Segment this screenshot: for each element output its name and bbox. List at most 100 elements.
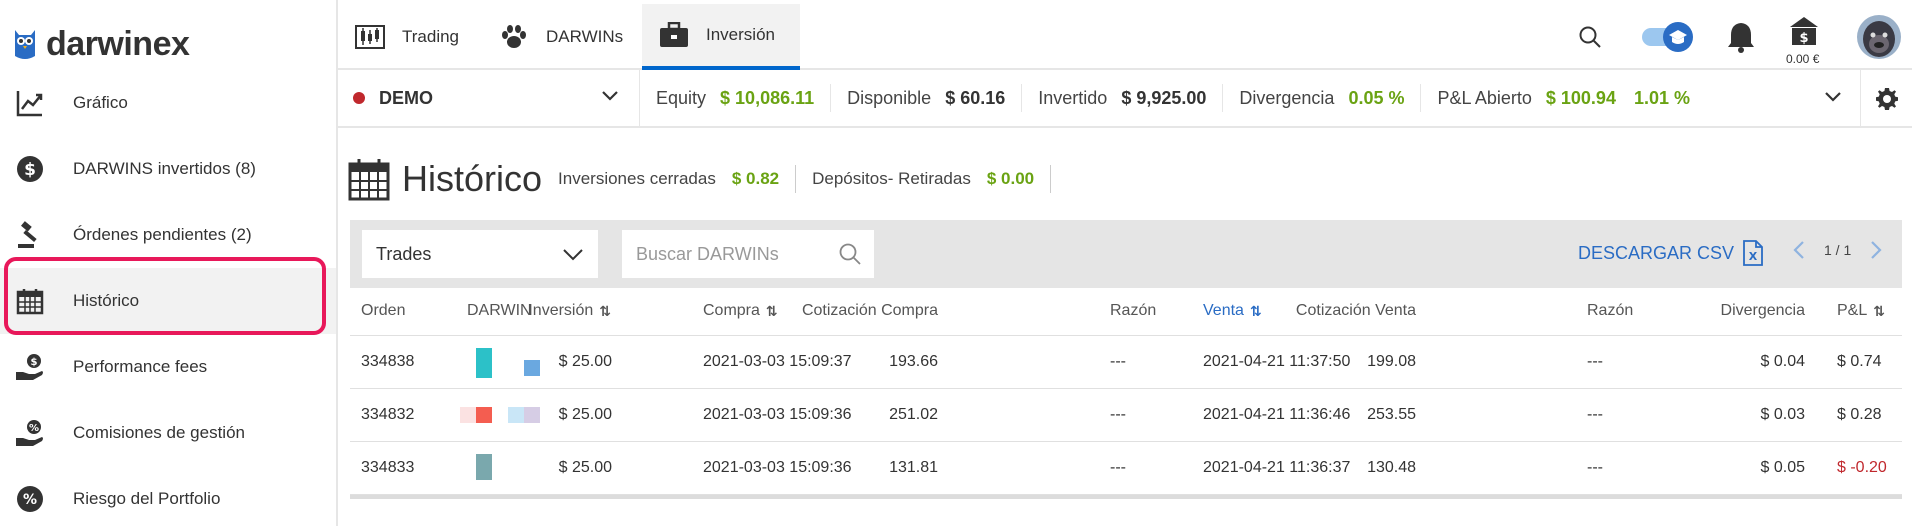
cell-cotizacion-venta: 199.08 xyxy=(1367,353,1416,370)
filter-bar: Trades DESCARGAR CSV X 1 / 1 xyxy=(350,220,1902,288)
cell-divergencia: $ 0.05 xyxy=(1760,459,1805,476)
col-darwin: DARWIN xyxy=(467,302,532,319)
sidebar-item-comisiones[interactable]: % Comisiones de gestión xyxy=(0,400,336,466)
cell-pl: $ -0.20 xyxy=(1837,459,1887,476)
avatar-gorilla-icon xyxy=(1857,15,1901,59)
svg-text:%: % xyxy=(23,492,37,508)
sidebar-item-label: DARWINS invertidos (8) xyxy=(73,159,256,178)
account-bar: DEMO Equity $ 10,086.11 Disponible $ 60.… xyxy=(338,69,1912,128)
cell-razon: --- xyxy=(1110,353,1126,370)
cell-cotizacion-compra: 131.81 xyxy=(889,459,938,476)
sidebar-item-label: Comisiones de gestión xyxy=(73,423,245,442)
sidebar-item-ordenes-pendientes[interactable]: Órdenes pendientes (2) xyxy=(0,202,336,268)
sidebar-item-darwins-invertidos[interactable]: $ DARWINS invertidos (8) xyxy=(0,136,336,202)
col-pl[interactable]: P&L ⇅ xyxy=(1837,302,1885,319)
cell-compra: 2021-03-03 15:09:36 xyxy=(703,406,852,423)
table-header: Orden DARWIN Inversión ⇅ Compra ⇅ Cotizaci… xyxy=(350,288,1902,336)
chevron-right-icon[interactable] xyxy=(1869,240,1883,260)
stat-equity: Equity $ 10,086.11 xyxy=(640,84,832,112)
table-row[interactable]: 334838 $ 25.00 2021-03-03 15:09:37 193.6… xyxy=(350,336,1902,389)
cell-razon: --- xyxy=(1110,406,1126,423)
calendar-icon xyxy=(12,283,48,319)
history-header: Histórico Inversiones cerradas $ 0.82 De… xyxy=(348,152,1052,206)
sidebar-item-label: Riesgo del Portfolio xyxy=(73,489,221,508)
sidebar-item-grafico[interactable]: Gráfico xyxy=(0,70,336,136)
cell-orden: 334833 xyxy=(361,459,415,476)
stat-invertido: Invertido $ 9,925.00 xyxy=(1022,84,1224,112)
col-venta[interactable]: Venta ⇅ xyxy=(1203,302,1262,319)
tab-label: Inversión xyxy=(706,25,775,44)
search-button[interactable] xyxy=(1578,4,1602,70)
tab-inversion[interactable]: Inversión xyxy=(642,4,800,70)
user-avatar[interactable] xyxy=(1856,4,1902,70)
chart-line-icon xyxy=(12,85,48,121)
bank-dollar-icon: $ xyxy=(1790,17,1818,46)
col-razon-compra: Razón xyxy=(1110,302,1157,319)
page-indicator: 1 / 1 xyxy=(1824,242,1852,258)
darwin-pixelated-image xyxy=(476,454,492,480)
stat-disponible: Disponible $ 60.16 xyxy=(831,84,1023,112)
svg-text:$: $ xyxy=(1799,31,1808,46)
wallet-button[interactable]: $ xyxy=(1788,0,1820,64)
cell-divergencia: $ 0.03 xyxy=(1760,406,1805,423)
hand-percent-icon: % xyxy=(12,415,48,451)
col-compra[interactable]: Compra ⇅ xyxy=(703,302,778,319)
notifications-button[interactable] xyxy=(1726,4,1756,70)
account-expand-chevron-icon[interactable] xyxy=(1824,88,1842,106)
col-inversion[interactable]: Inversión ⇅ xyxy=(528,302,611,319)
sort-icon: ⇅ xyxy=(765,302,778,319)
search-icon xyxy=(1579,26,1601,48)
tab-darwins[interactable]: DARWINs xyxy=(498,4,628,70)
type-select[interactable]: Trades xyxy=(362,230,598,278)
svg-text:X: X xyxy=(1749,250,1758,263)
academy-toggle[interactable] xyxy=(1640,4,1696,70)
settings-button[interactable] xyxy=(1860,70,1912,128)
hand-coin-icon: $ xyxy=(12,349,48,385)
darwinex-logo[interactable]: darwinex xyxy=(12,16,190,72)
table-row[interactable]: 334833 $ 25.00 2021-03-03 15:09:36 131.8… xyxy=(350,442,1902,495)
cell-inversion: $ 25.00 xyxy=(558,459,612,476)
darwin-pixelated-image xyxy=(460,407,476,423)
svg-text:%: % xyxy=(29,423,39,434)
tab-label: Trading xyxy=(402,27,460,46)
table-row[interactable]: 334832 $ 25.00 2021-03-03 15:09:36 251.0… xyxy=(350,389,1902,442)
account-selector[interactable]: DEMO xyxy=(338,69,640,127)
cell-compra: 2021-03-03 15:09:36 xyxy=(703,459,852,476)
deposits-withdrawals: Depósitos- Retiradas $ 0.00 xyxy=(812,169,1035,188)
sort-icon: ⇅ xyxy=(599,302,611,319)
col-orden: Orden xyxy=(361,302,406,319)
download-csv-button[interactable]: DESCARGAR CSV X xyxy=(1578,240,1764,266)
sidebar-item-performance-fees[interactable]: $ Performance fees xyxy=(0,334,336,400)
brand-name: darwinex xyxy=(46,24,190,63)
tab-trading[interactable]: Trading xyxy=(354,4,474,70)
paw-icon xyxy=(498,21,530,53)
briefcase-icon xyxy=(658,19,690,51)
cell-venta: 2021-04-21 11:37:50 xyxy=(1203,353,1351,370)
chevron-left-icon[interactable] xyxy=(1792,240,1806,260)
divider xyxy=(795,165,797,193)
cell-razon: --- xyxy=(1587,459,1603,476)
cell-razon: --- xyxy=(1110,459,1126,476)
calendar-icon xyxy=(348,159,390,201)
col-cotizacion-compra: Cotización Compra xyxy=(801,302,938,319)
cell-cotizacion-venta: 130.48 xyxy=(1367,459,1416,476)
excel-file-icon: X xyxy=(1743,240,1763,266)
page-title: Histórico xyxy=(402,158,543,199)
search-darwins xyxy=(622,230,874,278)
sidebar-item-label: Histórico xyxy=(73,291,140,310)
top-navigation: Trading DARWINs Inversión $ 0.00 € xyxy=(338,4,1912,70)
cell-compra: 2021-03-03 15:09:37 xyxy=(703,353,852,370)
search-icon[interactable] xyxy=(838,242,862,266)
graduation-cap-icon xyxy=(1642,22,1693,52)
cell-inversion: $ 25.00 xyxy=(558,406,612,423)
search-input[interactable] xyxy=(636,243,826,265)
cell-pl: $ 0.74 xyxy=(1837,353,1882,370)
pagination: 1 / 1 xyxy=(1792,240,1883,260)
cell-orden: 334832 xyxy=(361,406,415,423)
cell-inversion: $ 25.00 xyxy=(558,353,612,370)
sidebar-item-historico[interactable]: Histórico xyxy=(0,268,336,334)
sidebar-item-riesgo-portfolio[interactable]: % Riesgo del Portfolio xyxy=(0,466,336,526)
closed-investments: Inversiones cerradas $ 0.82 xyxy=(558,169,780,188)
darwin-pixelated-image xyxy=(508,407,524,423)
cell-venta: 2021-04-21 11:36:37 xyxy=(1203,459,1351,476)
